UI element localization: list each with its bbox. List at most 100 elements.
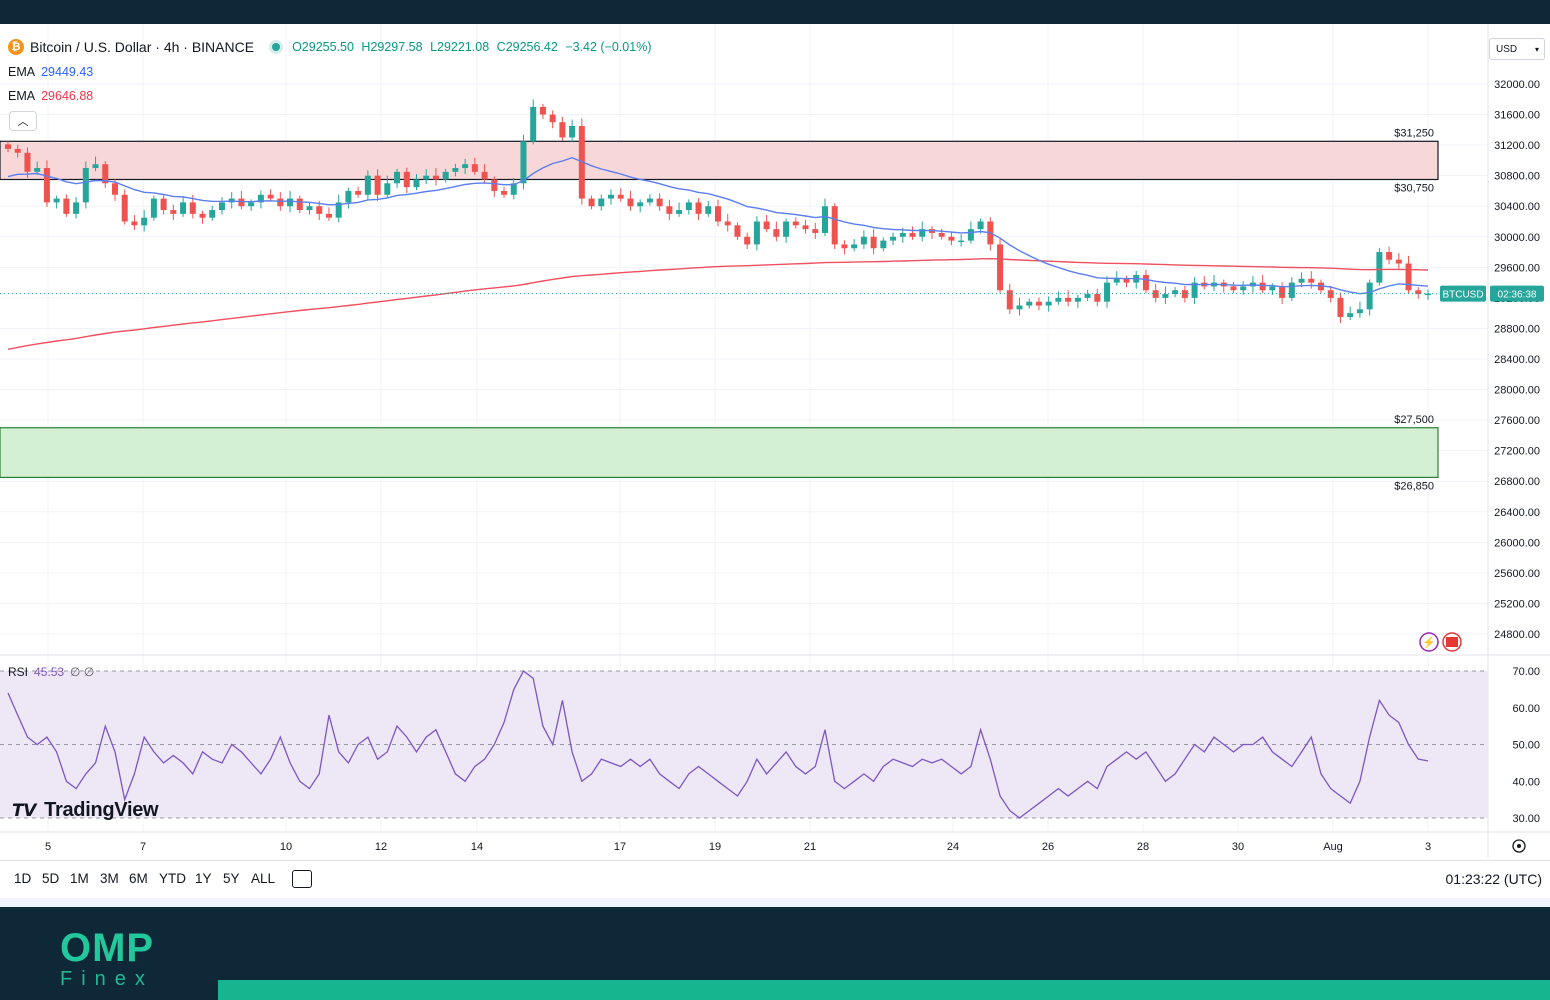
candle-body bbox=[189, 202, 196, 214]
timeframe-1y-button[interactable]: 1Y bbox=[195, 871, 212, 886]
chevron-down-icon: ▾ bbox=[1534, 44, 1539, 54]
symbol-title[interactable]: Bitcoin / U.S. Dollar · 4h · BINANCE bbox=[30, 39, 255, 55]
candle-body bbox=[948, 236, 955, 241]
timeframe-5y-button[interactable]: 5Y bbox=[223, 871, 240, 886]
countdown-tag-text: 02:36:38 bbox=[1498, 290, 1537, 301]
symbol-legend[interactable]: ₿ Bitcoin / U.S. Dollar · 4h · BINANCE O… bbox=[8, 39, 651, 55]
bottom-brand-band bbox=[0, 907, 1550, 1000]
rsi-line bbox=[7, 670, 1429, 819]
flag-stripes bbox=[1446, 637, 1458, 647]
candle-body bbox=[471, 164, 478, 172]
candle-body bbox=[744, 236, 751, 245]
open-key: O bbox=[292, 40, 302, 54]
price-tick-label: 26400.00 bbox=[1494, 507, 1540, 519]
timeframe-all-button[interactable]: ALL bbox=[251, 871, 276, 886]
candle-body bbox=[345, 190, 352, 203]
market-status-icon[interactable] bbox=[272, 43, 281, 51]
ema-fast-value: 29449.43 bbox=[41, 65, 94, 79]
candle-body bbox=[1405, 263, 1412, 291]
timeframe-5d-button[interactable]: 5D bbox=[42, 871, 60, 886]
candle-body bbox=[355, 190, 362, 195]
price-tick-label: 30000.00 bbox=[1494, 232, 1540, 244]
candle-body bbox=[753, 221, 760, 245]
price-tick-label: 26800.00 bbox=[1494, 476, 1540, 488]
candle-body bbox=[1055, 297, 1062, 302]
currency-select[interactable]: USD ▾ bbox=[1489, 38, 1545, 60]
candle-body bbox=[880, 240, 887, 249]
candle-body bbox=[1230, 286, 1237, 291]
candle-body bbox=[890, 236, 897, 241]
tradingview-wordmark: TradingView bbox=[44, 799, 159, 821]
candle-body bbox=[1035, 301, 1042, 306]
candle-body bbox=[335, 202, 342, 218]
chart-area[interactable]: $31,250 $30,750 $27,500 $26,850 32000.00 3160… bbox=[0, 24, 1550, 900]
candle-body bbox=[646, 198, 653, 203]
candle-body bbox=[287, 198, 294, 207]
candle-body bbox=[520, 141, 527, 184]
time-tick-label: 26 bbox=[1042, 841, 1054, 853]
candle-body bbox=[763, 221, 770, 230]
candle-body bbox=[82, 168, 89, 203]
price-tick-label: 28400.00 bbox=[1494, 354, 1540, 366]
candle-body bbox=[111, 183, 118, 195]
ema-fast-legend[interactable]: EMA 29449.43 bbox=[8, 65, 93, 79]
time-tick-label: 7 bbox=[140, 841, 146, 853]
candle-body bbox=[870, 236, 877, 249]
candle-body bbox=[296, 198, 303, 211]
timeframe-ytd-button[interactable]: YTD bbox=[159, 871, 186, 886]
candle-body bbox=[452, 168, 459, 172]
candle-body bbox=[656, 198, 663, 207]
time-tick-label: 30 bbox=[1232, 841, 1244, 853]
ema-slow-line bbox=[7, 257, 1429, 350]
candle-body bbox=[1123, 278, 1130, 283]
candle-body bbox=[919, 229, 926, 237]
change-value: −3.42 (−0.01%) bbox=[565, 40, 652, 54]
price-tick-label: 30800.00 bbox=[1494, 171, 1540, 183]
candle-body bbox=[1162, 294, 1169, 298]
rsi-tick-label: 50.00 bbox=[1512, 740, 1540, 752]
ema-fast-line bbox=[7, 156, 1429, 295]
resistance-zone bbox=[0, 140, 1439, 181]
candle-body bbox=[73, 202, 80, 214]
high-key: H bbox=[361, 40, 371, 54]
candle-body bbox=[403, 171, 410, 188]
ema-slow-legend[interactable]: EMA 29646.88 bbox=[8, 89, 93, 103]
open-value: 29255.50 bbox=[301, 40, 354, 54]
candle-body bbox=[627, 198, 634, 207]
timeframe-6m-button[interactable]: 6M bbox=[129, 871, 148, 886]
candle-body bbox=[63, 198, 70, 214]
rsi-legend[interactable]: RSI 45.53 ∅ ∅ bbox=[8, 665, 94, 679]
date-range-calendar-icon[interactable] bbox=[292, 870, 312, 888]
price-tick-label: 27200.00 bbox=[1494, 446, 1540, 458]
tradingview-logo[interactable]: 𝙏𝙑 TradingView bbox=[12, 799, 159, 822]
candle-body bbox=[967, 229, 974, 241]
price-tick-label: 24800.00 bbox=[1494, 629, 1540, 641]
timeframe-1m-button[interactable]: 1M bbox=[70, 871, 89, 886]
candle-body bbox=[1356, 309, 1363, 314]
settings-gear-center bbox=[1517, 844, 1521, 848]
candle-body bbox=[423, 175, 430, 180]
candle-body bbox=[24, 152, 31, 172]
candle-body bbox=[977, 221, 984, 230]
candle-body bbox=[374, 175, 381, 195]
countdown-tag-bg bbox=[1490, 285, 1544, 302]
utc-clock[interactable]: 01:23:22 (UTC) bbox=[1445, 871, 1542, 887]
close-value: 29256.42 bbox=[505, 40, 558, 54]
price-tick-label: 28800.00 bbox=[1494, 323, 1540, 335]
support-zone bbox=[0, 427, 1439, 479]
candle-body bbox=[598, 198, 605, 207]
candle-body bbox=[1104, 282, 1111, 302]
collapse-legend-button[interactable]: ︿ bbox=[9, 111, 37, 131]
candle-body bbox=[43, 168, 50, 203]
price-chart[interactable]: $31,250 $30,750 $27,500 $26,850 32000.00 3160… bbox=[0, 24, 1550, 900]
candle-body bbox=[812, 229, 819, 233]
toolbar-bottom-strip bbox=[0, 898, 1550, 907]
time-tick-label: 5 bbox=[45, 841, 51, 853]
omp-finex-logo: OMP Finex bbox=[60, 928, 154, 990]
candle-body bbox=[831, 206, 838, 245]
timeframe-1d-button[interactable]: 1D bbox=[14, 871, 32, 886]
price-tick-label: 28000.00 bbox=[1494, 385, 1540, 397]
candle-body bbox=[676, 210, 683, 214]
timeframe-3m-button[interactable]: 3M bbox=[100, 871, 119, 886]
